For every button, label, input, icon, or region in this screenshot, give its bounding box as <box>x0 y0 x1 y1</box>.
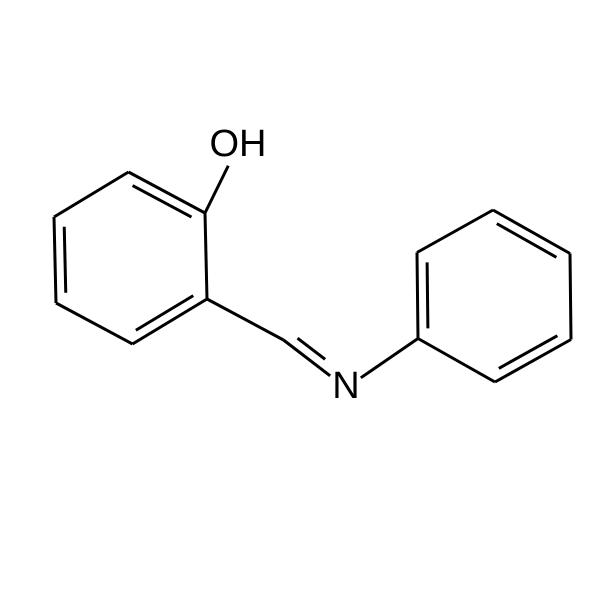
bond <box>427 262 428 328</box>
bond <box>54 172 129 217</box>
bond <box>570 254 571 340</box>
bond <box>493 210 570 254</box>
bond <box>54 217 56 303</box>
bond <box>207 299 284 340</box>
bond <box>133 299 208 344</box>
bond <box>205 213 207 299</box>
atom-label-OH: OH <box>210 123 267 165</box>
bond <box>418 339 495 383</box>
bond <box>417 210 493 253</box>
bond <box>361 339 418 378</box>
bond <box>495 340 571 383</box>
bond <box>129 172 206 213</box>
atom-label-N: N <box>332 365 359 407</box>
bond <box>64 227 66 293</box>
bond <box>298 338 326 359</box>
bond <box>56 303 133 344</box>
bond <box>205 166 228 213</box>
bond <box>417 253 418 339</box>
molecule-diagram: OH N <box>0 0 600 600</box>
